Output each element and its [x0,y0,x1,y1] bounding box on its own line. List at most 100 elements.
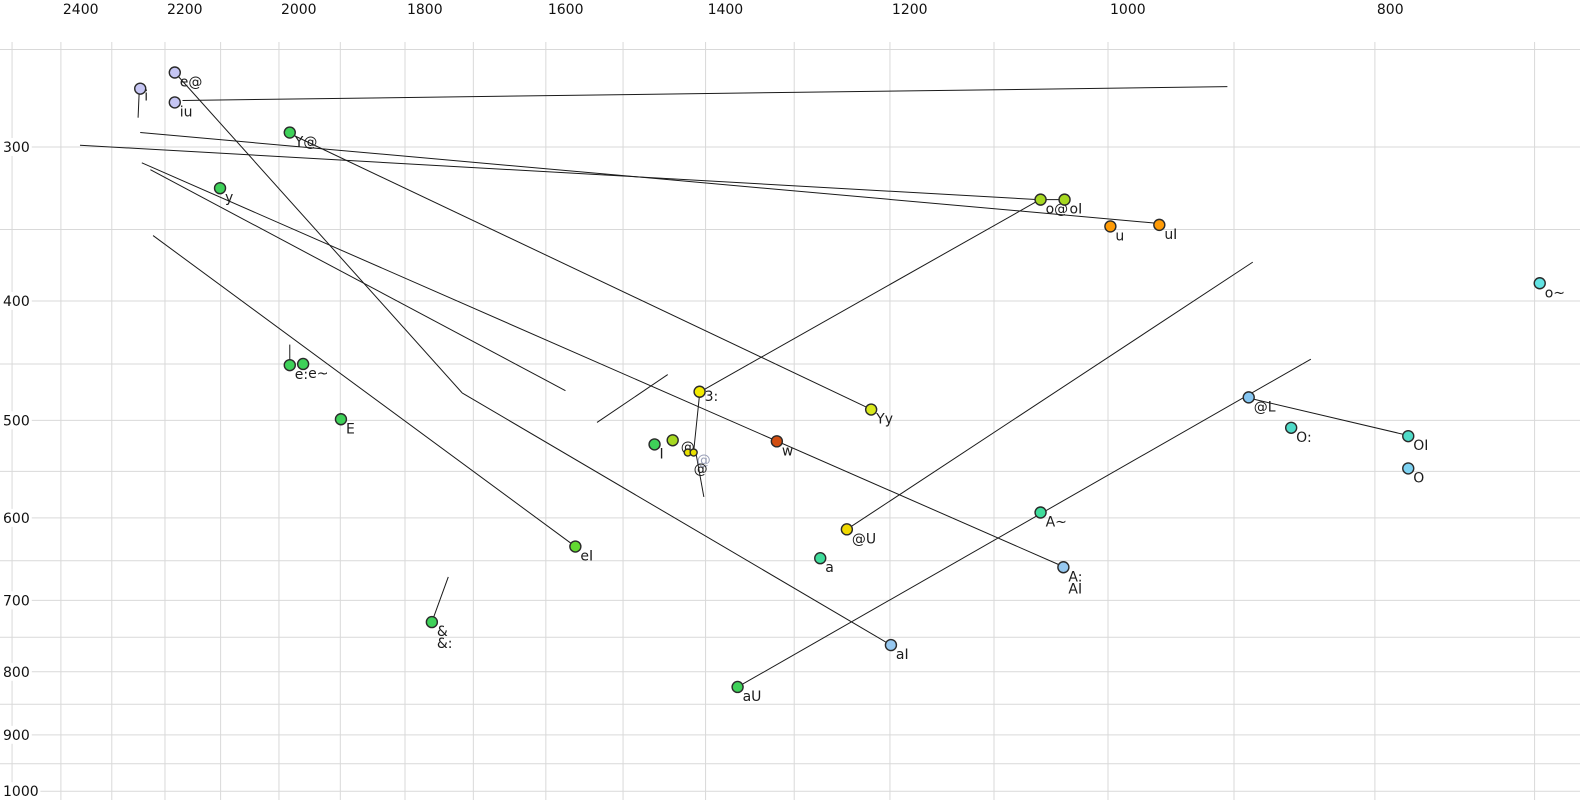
y-tick-label: 400 [3,294,30,310]
x-tick-label: 1400 [708,2,744,18]
y-tick-label: 900 [3,728,30,744]
vowel-point-e@[interactable] [168,66,181,79]
x-tick-label: 2400 [63,2,99,18]
vowel-label: i [144,89,148,105]
vowel-label: a [825,560,834,576]
vowel-label: @ [694,462,708,478]
vowel-point-@L[interactable] [1242,391,1255,404]
trajectory-iu-glide [182,86,1228,101]
vowel-label: oI [1070,202,1083,218]
x-tick-label: 1600 [548,2,584,18]
vowel-point-oI[interactable] [1058,193,1071,206]
trajectory-glide-to-eI [152,235,574,546]
y-tick-label: 700 [3,593,30,609]
vowel-point-aU[interactable] [731,680,744,694]
vowel-point-3:[interactable] [693,385,706,398]
vowel-label: aU [743,689,762,705]
vowel-label: O: [1296,430,1312,446]
trajectory-i-whisker [137,92,140,118]
x-tick-label: 1200 [892,2,928,18]
vowel-point-y[interactable] [213,181,227,195]
vowel-point-i[interactable] [134,82,147,95]
y-tick-label-backing [0,291,32,310]
y-tick-label-backing [0,411,32,430]
vowel-point-Yy[interactable] [864,403,878,416]
vowel-point-@[interactable] [666,434,679,447]
trajectory-front-glide [150,169,566,392]
x-tick-label: 2000 [281,2,317,18]
y-tick-label: 1000 [3,784,39,800]
vowel-label: I [660,446,664,462]
vowel-point-e~[interactable] [296,357,310,371]
vowel-point-O[interactable] [1402,462,1415,475]
vowel-point-E[interactable] [334,413,348,426]
y-tick-label-backing [0,662,32,681]
vowel-point-Y@[interactable] [283,126,296,139]
y-tick-label-backing [0,508,32,527]
vowel-label: AI [1068,581,1082,597]
vowel-label: E [346,421,355,437]
vowel-label: iu [180,104,193,120]
vowel-label: o~ [1545,285,1565,301]
vowel-label: A~ [1046,515,1067,531]
vowel-point-uI[interactable] [1153,218,1166,232]
vowel-point-a[interactable] [814,552,827,565]
vowel-label: eI [580,549,593,565]
vowel-label: Yy [875,412,893,428]
vowel-point-A:[interactable] [1057,561,1070,574]
vowel-point-w[interactable] [770,435,784,448]
vowel-label: A: [1068,569,1082,585]
x-tick-label: 2200 [167,2,203,18]
vowel-label: @ [697,453,711,469]
trajectory-cross-stroke [596,374,669,423]
vowel-point-@U[interactable] [840,523,854,536]
vowel-label: @L [1254,399,1276,415]
vowel-point-o@[interactable] [1034,193,1047,206]
x-tick-label: 800 [1377,2,1404,18]
trajectory-glide-to-uI [140,132,1159,224]
vowel-point-aI[interactable] [884,638,898,652]
vowel-point-O:[interactable] [1284,421,1298,434]
trajectory-@U-glide [846,261,1254,530]
y-tick-label-backing [0,725,32,744]
vowel-label: Y@ [294,135,318,151]
vowel-label: 3: [705,389,719,405]
y-tick-label-backing [0,138,32,157]
trajectory-glide-to-aI [461,392,892,646]
y-tick-label-backing [0,782,41,800]
y-tick-label: 800 [3,665,30,681]
trajectory-3:-to-o@ [701,200,1038,392]
vowel-point-o~[interactable] [1533,277,1546,290]
trajectory-aU-to-@L [737,358,1312,688]
trajectory-e@-glide [174,72,463,394]
vowel-label: e~ [308,366,328,382]
trajectory-@L-to-OI [1245,396,1407,436]
vowel-label: y [225,190,233,206]
trajectory-&:-whisker [431,576,449,623]
trajectory-3:-to-schwa [693,393,701,452]
vowel-point-eI[interactable] [569,540,582,553]
vowel-label: aI [896,647,909,663]
trajectory-glide-to-o@ [79,144,1039,201]
vowel-label: w [782,443,793,459]
vowel-point-e:[interactable] [283,358,296,372]
vowel-label: &: [437,636,453,652]
vowel-label: u [1115,228,1124,244]
x-tick-label: 1000 [1110,2,1146,18]
y-tick-label: 600 [3,511,30,527]
vowel-label: @U [852,531,876,547]
vowel-point-I[interactable] [648,438,661,451]
vowel-point-&[interactable] [425,615,439,629]
vowel-label: & [437,624,448,640]
vowel-point-iu[interactable] [168,96,181,109]
vowel-point-A~[interactable] [1034,506,1047,519]
vowel-point-OI[interactable] [1402,429,1415,443]
vowel-point-@[interactable] [689,448,698,457]
vowel-label: e: [295,367,308,383]
y-tick-label: 500 [3,413,30,429]
trajectory-schwa-whisker [695,454,705,498]
vowel-label: uI [1164,227,1177,243]
vowel-point-u[interactable] [1104,220,1117,233]
